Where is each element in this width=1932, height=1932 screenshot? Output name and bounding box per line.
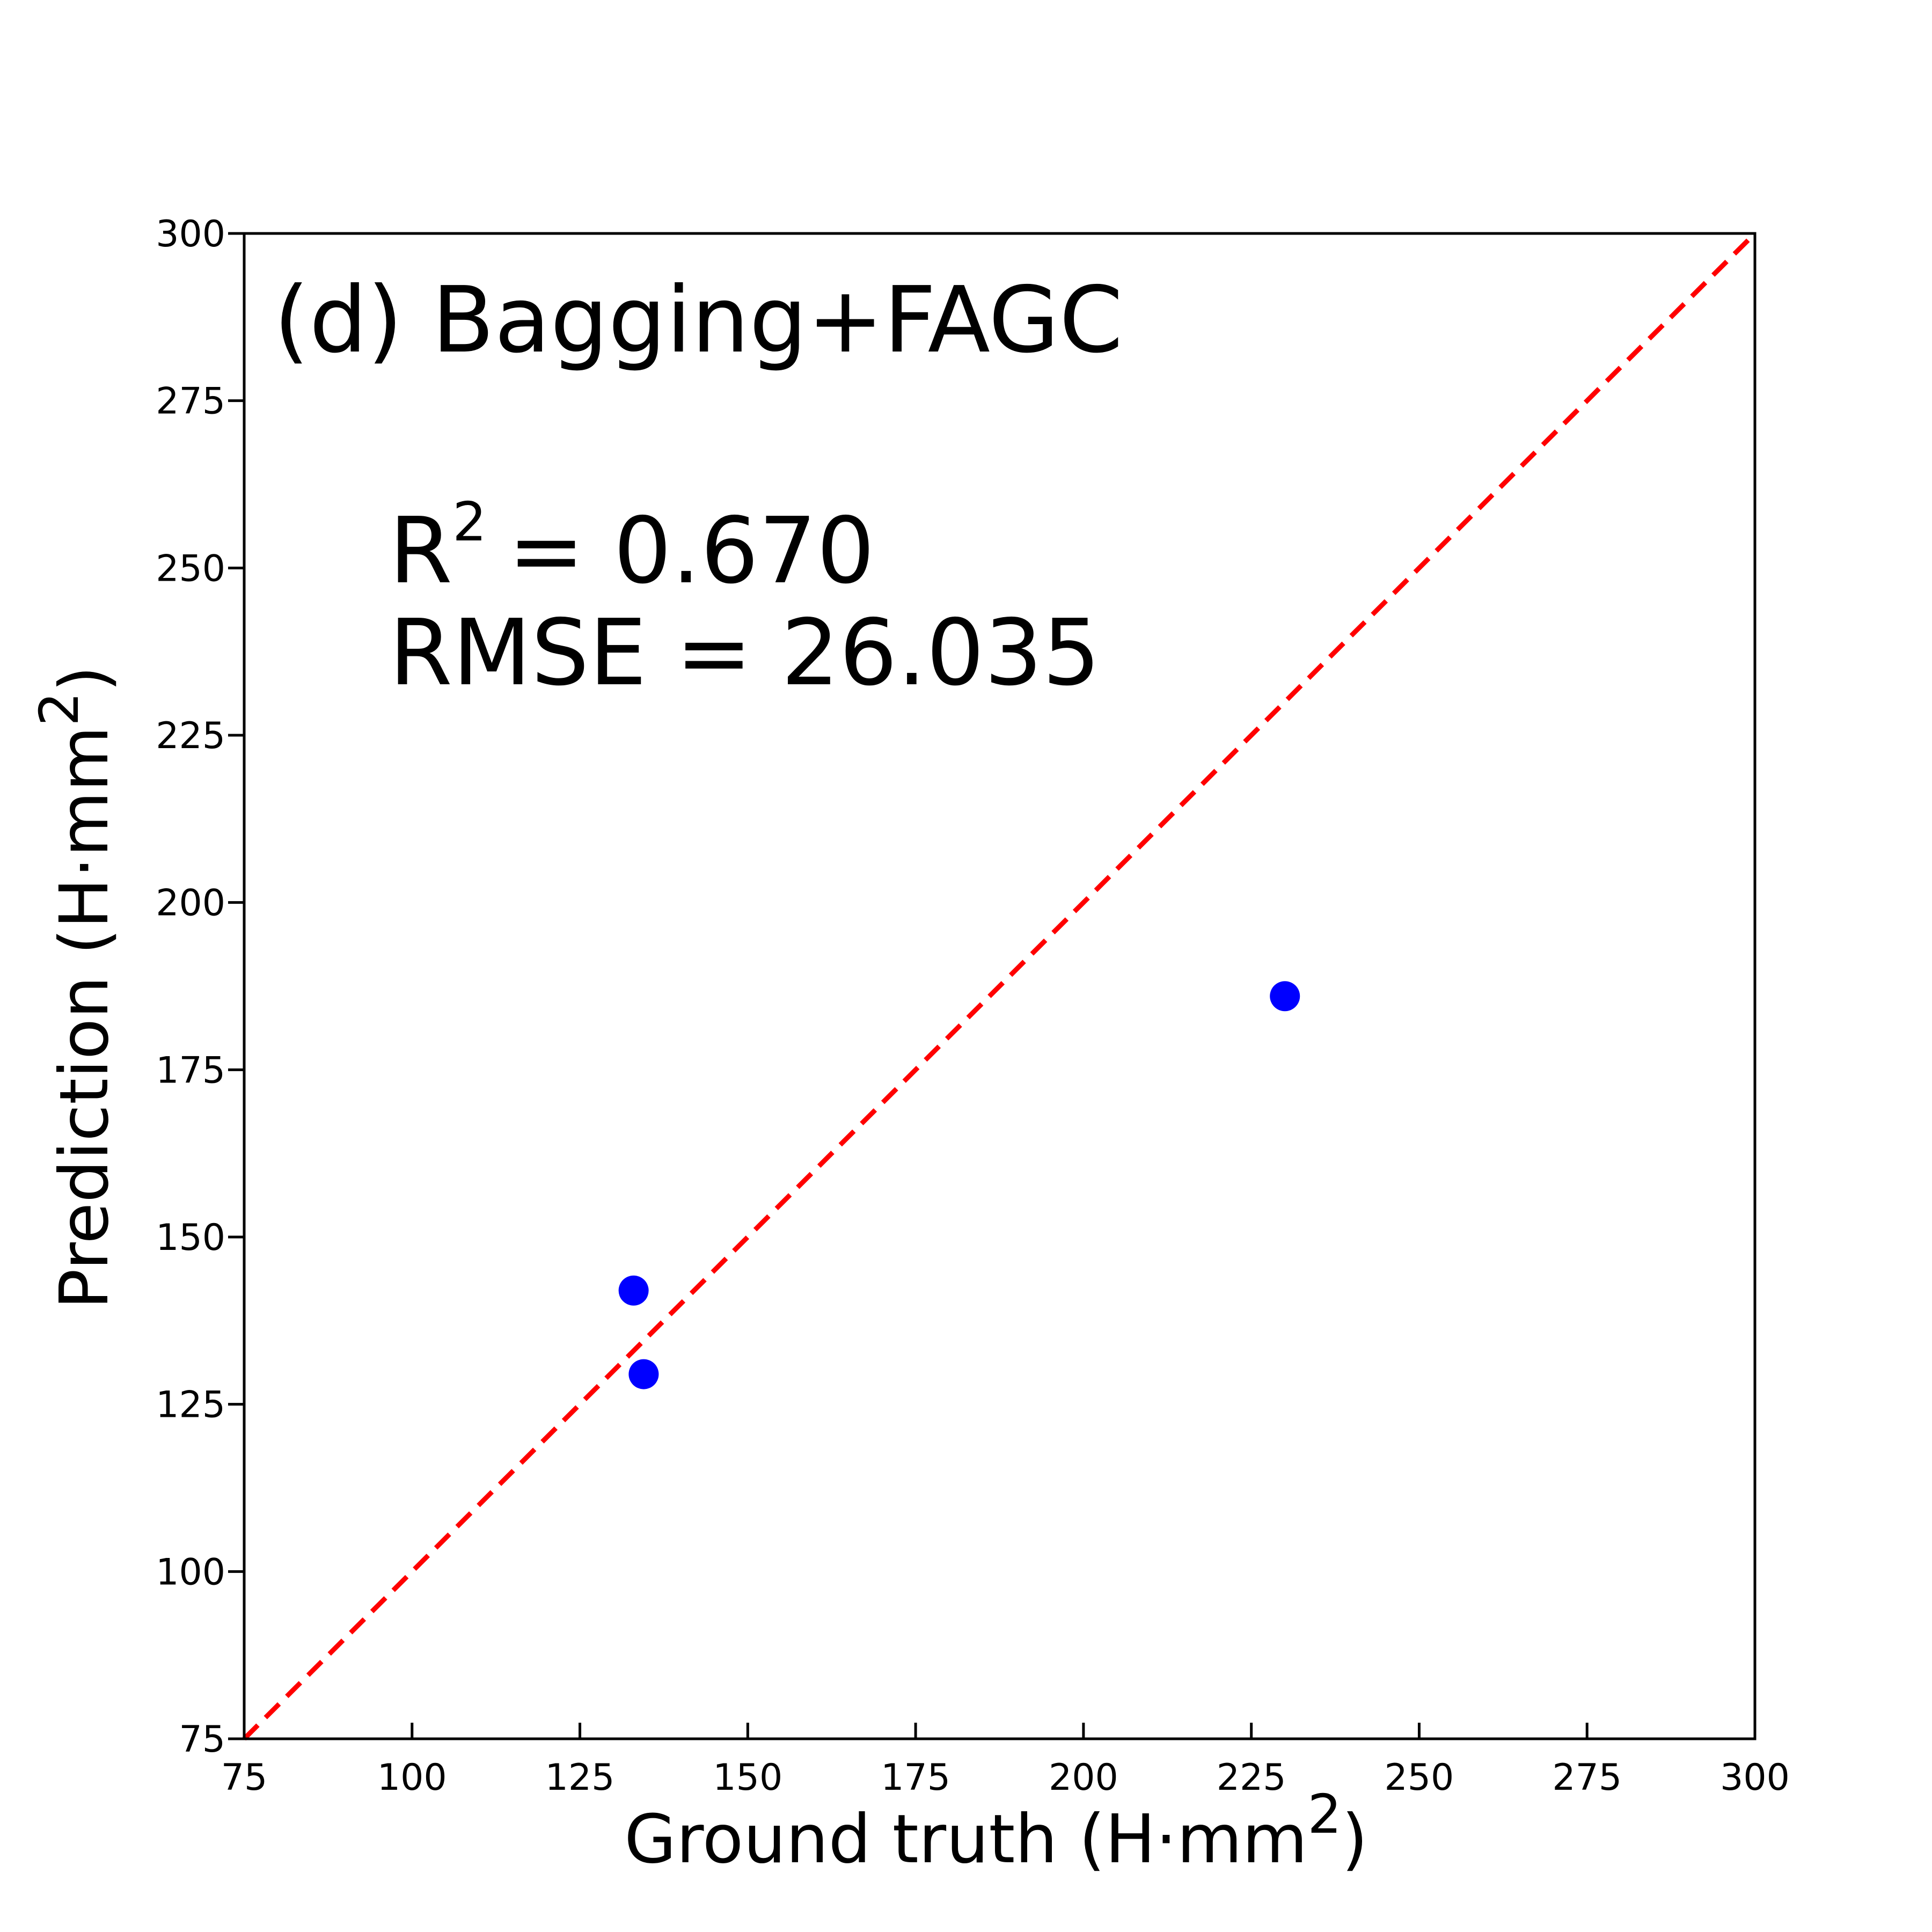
y-tick-label-225: 225 [156, 715, 225, 757]
x-axis-ticks: 75 100 125 150 175 200 225 250 275 300 [221, 1723, 1790, 1799]
y-axis-title: Prediction (H·mm2) [28, 665, 123, 1309]
x-tick-label-200: 200 [1049, 1757, 1118, 1799]
y-tick-label-125: 125 [156, 1384, 225, 1426]
y-tick-label-75: 75 [179, 1718, 225, 1761]
r2-superscript: 2 [452, 491, 487, 553]
data-point-2 [628, 1359, 659, 1389]
r2-value: = 0.670 [508, 498, 875, 604]
y-axis-title-superscript: 2 [28, 692, 91, 726]
plot-area [242, 231, 1757, 1741]
x-axis-title-superscript: 2 [1307, 1783, 1342, 1846]
x-tick-label-250: 250 [1385, 1757, 1454, 1799]
y-axis-title-main: Prediction (H·mm [46, 726, 123, 1309]
x-axis-title-main: Ground truth (H·mm [624, 1801, 1307, 1878]
data-points [618, 981, 1300, 1389]
x-tick-label-275: 275 [1552, 1757, 1622, 1799]
y-tick-label-250: 250 [156, 547, 225, 590]
y-tick-label-275: 275 [156, 380, 225, 423]
x-tick-label-75: 75 [221, 1757, 268, 1799]
x-axis-title: Ground truth (H·mm2) [624, 1783, 1368, 1878]
y-tick-label-175: 175 [156, 1049, 225, 1092]
x-tick-label-100: 100 [377, 1757, 447, 1799]
x-tick-label-125: 125 [545, 1757, 615, 1799]
x-tick-label-150: 150 [713, 1757, 782, 1799]
rmse-annotation: RMSE = 26.035 [389, 600, 1100, 706]
x-tick-label-175: 175 [881, 1757, 950, 1799]
identity-reference-line [242, 231, 1757, 1741]
y-tick-label-300: 300 [156, 213, 225, 255]
r2-label: R [389, 498, 452, 604]
data-point-1 [618, 1275, 649, 1306]
y-axis-title-close: ) [46, 665, 123, 692]
x-tick-label-300: 300 [1720, 1757, 1790, 1799]
panel-title: (d) Bagging+FAGC [274, 267, 1123, 374]
y-axis-ticks: 75 100 125 150 175 200 225 250 275 300 [156, 213, 244, 1761]
y-tick-label-100: 100 [156, 1551, 225, 1593]
plot-frame [243, 232, 1757, 1740]
y-tick-label-150: 150 [156, 1217, 225, 1259]
x-axis-title-close: ) [1342, 1801, 1368, 1878]
x-tick-label-225: 225 [1217, 1757, 1286, 1799]
data-point-3 [1270, 981, 1300, 1012]
y-tick-label-200: 200 [156, 882, 225, 925]
r2-annotation: R2 = 0.670 [389, 491, 875, 604]
